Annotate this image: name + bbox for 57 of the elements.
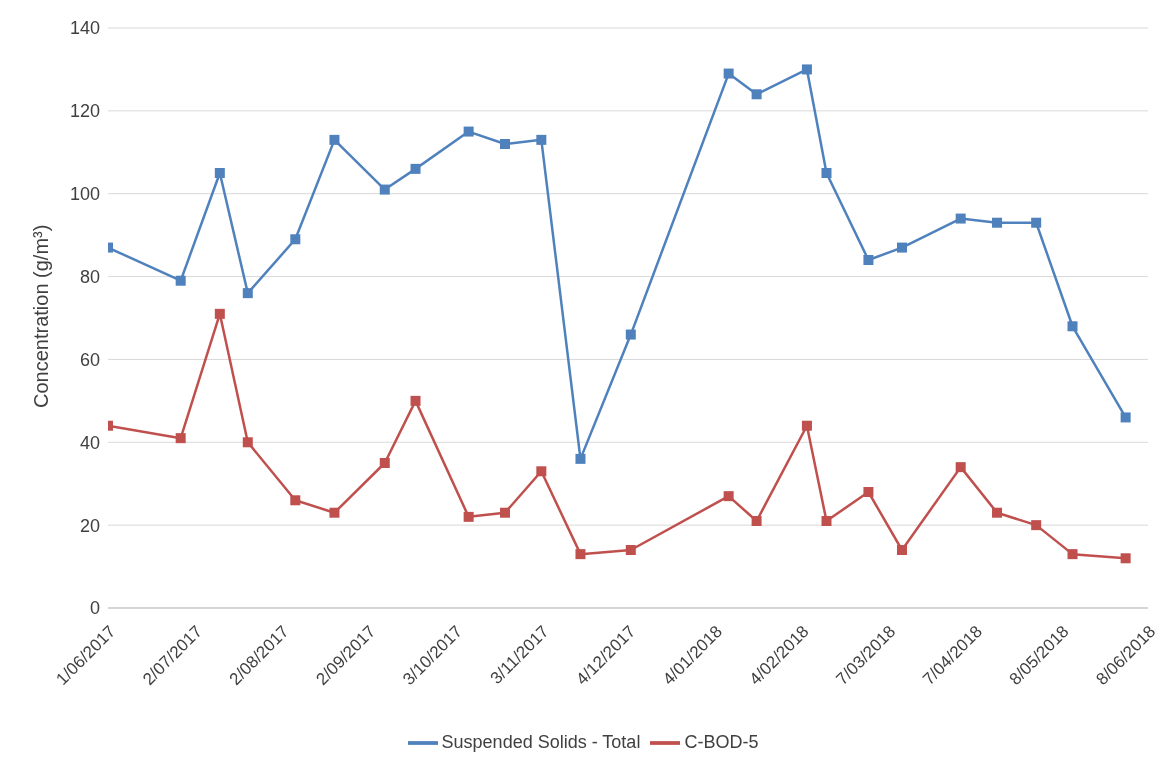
point bbox=[992, 507, 1003, 518]
point bbox=[290, 495, 301, 506]
point bbox=[625, 545, 636, 555]
point bbox=[1031, 217, 1042, 228]
point bbox=[214, 308, 225, 319]
legend-label: C-BOD-5 bbox=[684, 731, 759, 752]
point bbox=[723, 491, 734, 502]
y-axis-title: Concentration (g/m³) bbox=[30, 224, 53, 408]
point bbox=[175, 433, 186, 444]
point bbox=[536, 466, 547, 477]
point bbox=[575, 549, 586, 560]
point bbox=[329, 507, 340, 518]
point bbox=[863, 255, 874, 265]
point bbox=[896, 545, 907, 555]
point bbox=[242, 288, 253, 299]
point bbox=[410, 395, 421, 406]
point bbox=[751, 89, 762, 100]
point bbox=[410, 163, 421, 174]
point bbox=[379, 184, 390, 195]
point bbox=[625, 329, 636, 340]
point bbox=[575, 453, 586, 464]
point bbox=[463, 126, 474, 137]
point bbox=[863, 487, 874, 497]
point bbox=[992, 217, 1003, 228]
point bbox=[751, 516, 762, 526]
y-tick-label: 80 bbox=[79, 266, 100, 287]
point bbox=[329, 134, 340, 145]
point bbox=[1120, 553, 1131, 564]
point bbox=[536, 134, 547, 145]
y-tick-label: 120 bbox=[69, 101, 100, 122]
point bbox=[499, 507, 510, 518]
point bbox=[1067, 321, 1078, 332]
point bbox=[1031, 520, 1042, 531]
point bbox=[896, 242, 907, 253]
point bbox=[955, 213, 966, 224]
point bbox=[175, 275, 186, 286]
y-tick-label: 60 bbox=[79, 349, 100, 370]
y-tick-label: 20 bbox=[79, 515, 100, 536]
legend-label: Suspended Solids - Total bbox=[441, 731, 641, 752]
y-tick-label: 0 bbox=[89, 598, 100, 619]
point bbox=[379, 458, 390, 468]
point bbox=[801, 64, 812, 75]
point bbox=[821, 168, 832, 178]
y-tick-label: 100 bbox=[69, 184, 100, 205]
point bbox=[821, 516, 832, 526]
point bbox=[723, 68, 734, 79]
point bbox=[214, 168, 225, 178]
point bbox=[290, 234, 301, 245]
point bbox=[801, 420, 812, 431]
y-tick-label: 40 bbox=[79, 432, 100, 453]
point bbox=[955, 462, 966, 473]
y-tick-label: 140 bbox=[69, 18, 100, 39]
point bbox=[499, 139, 510, 149]
point bbox=[1067, 549, 1078, 560]
point bbox=[1120, 412, 1131, 423]
point bbox=[463, 511, 474, 522]
point bbox=[242, 437, 253, 448]
